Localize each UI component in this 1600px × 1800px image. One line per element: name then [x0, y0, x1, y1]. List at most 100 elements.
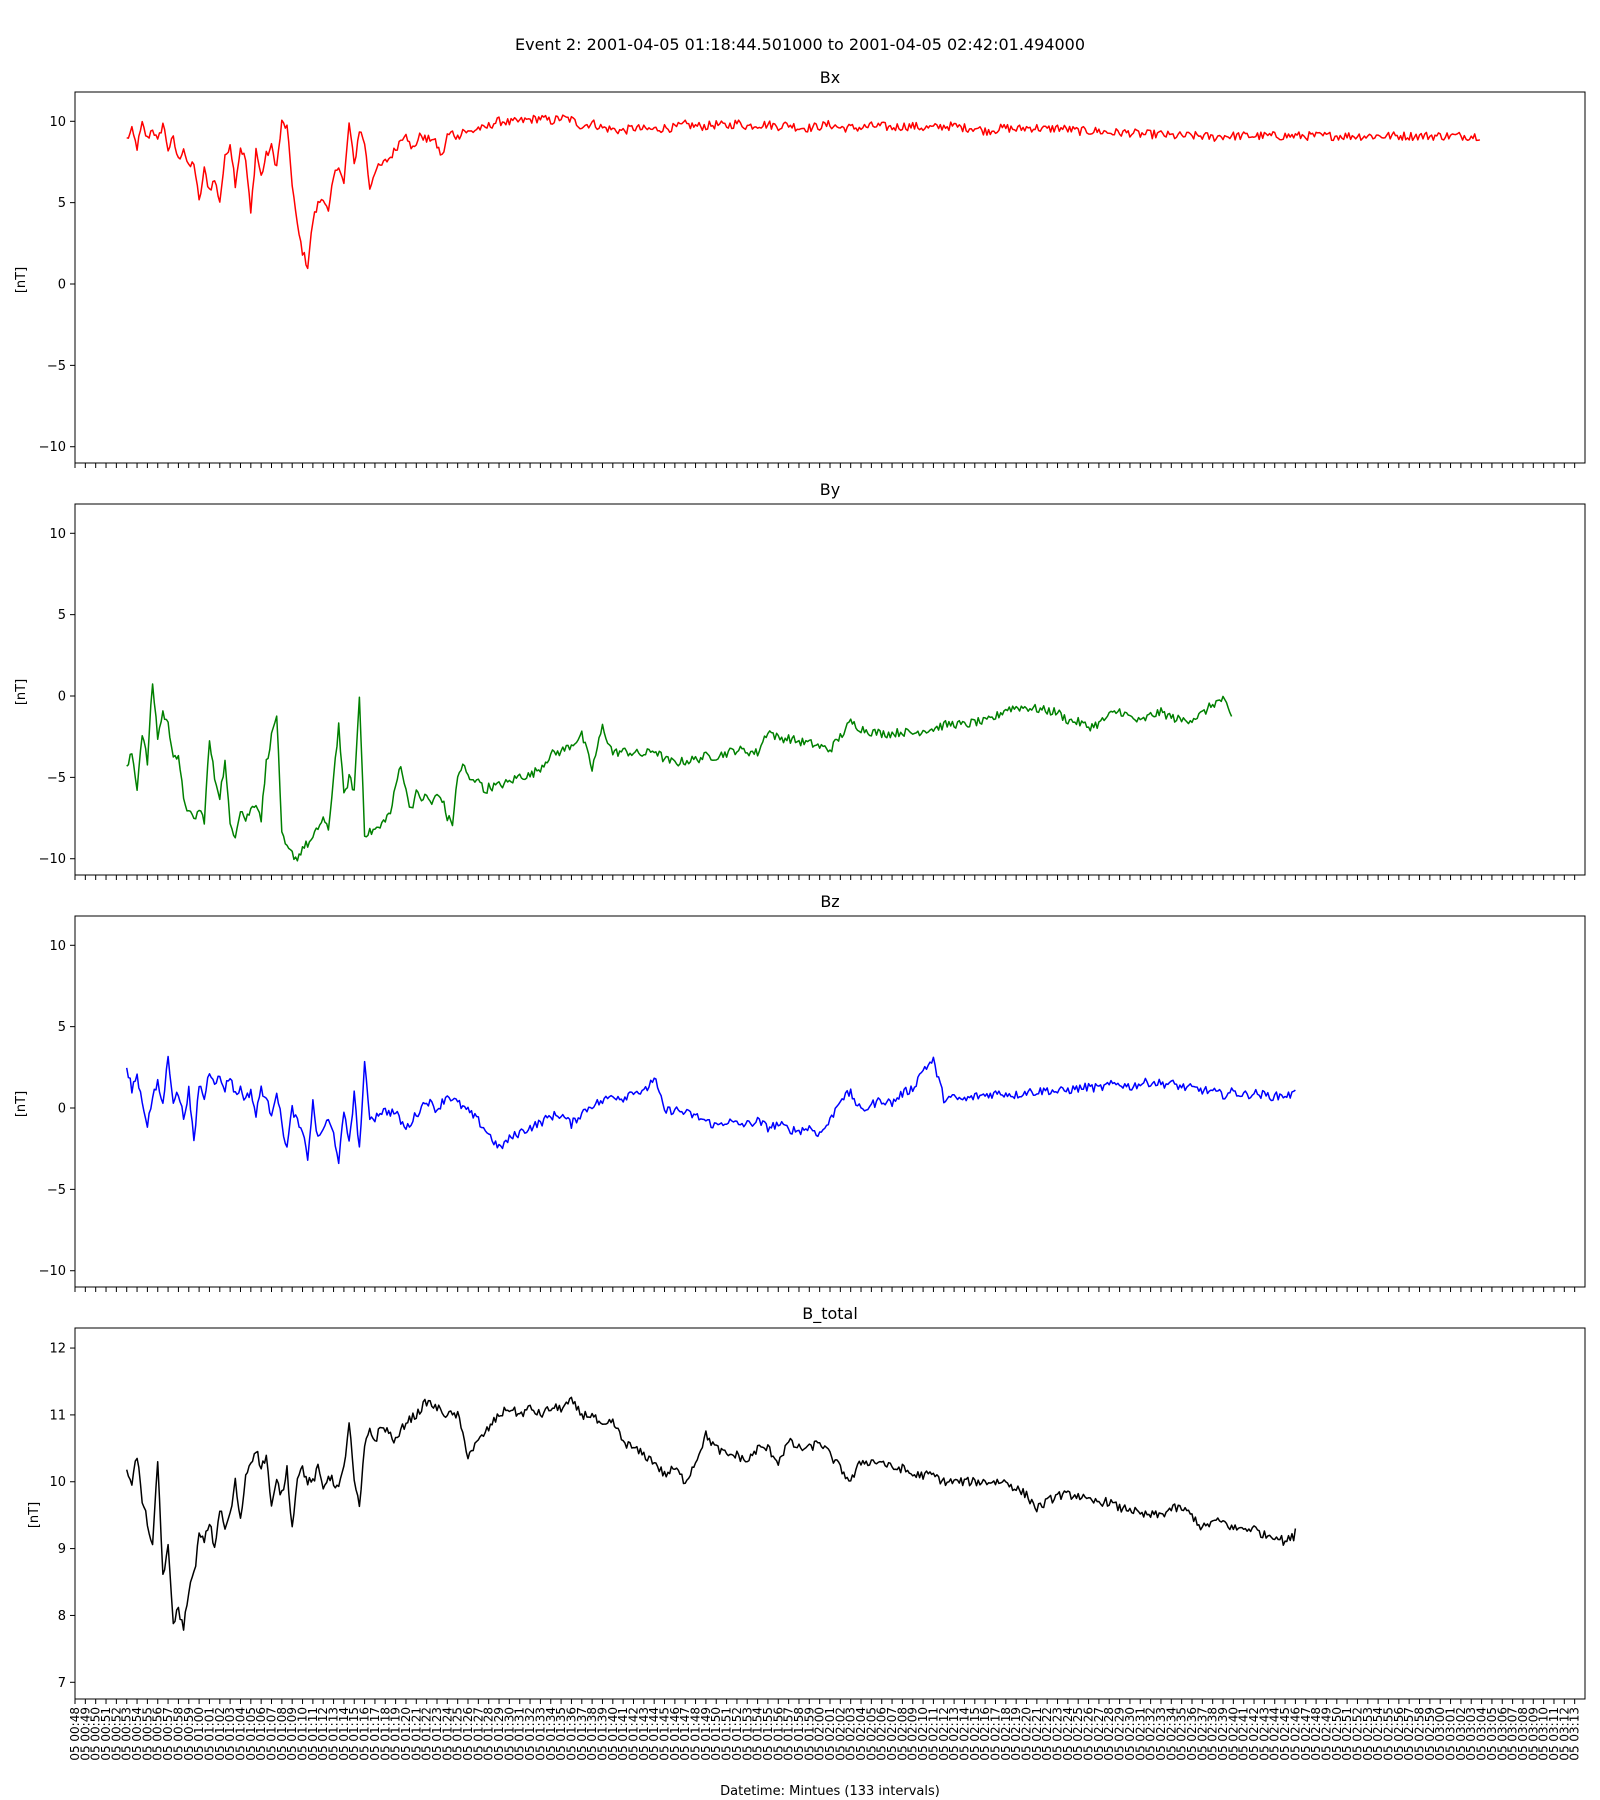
x-tick-label: 05 02:21	[1030, 1707, 1044, 1761]
axes-frame	[74, 1327, 1586, 1700]
x-tick-label: 05 00:49	[78, 1707, 92, 1761]
y-tick-label: 10	[49, 939, 66, 954]
x-tick-label: 05 01:44	[647, 1707, 661, 1761]
x-tick-label: 05 02:27	[1092, 1707, 1106, 1761]
x-tick-label: 05 02:16	[978, 1707, 992, 1761]
panel-bz-title: Bz	[820, 892, 839, 911]
y-tick-label: 9	[58, 1542, 66, 1557]
x-tick-label: 05 02:20	[1020, 1707, 1034, 1761]
x-tick-label: 05 02:26	[1082, 1707, 1096, 1761]
x-tick-label: 05 01:26	[461, 1707, 475, 1761]
panel-bz-plot: −10 −5 0 5 10	[39, 915, 1586, 1292]
y-tick-label: −10	[39, 852, 66, 867]
x-tick-label: 05 01:34	[544, 1707, 558, 1761]
x-tick-label: 05 02:22	[1040, 1707, 1054, 1761]
x-tick-label: 05 01:25	[451, 1707, 465, 1761]
panel-bx-title: Bx	[820, 68, 840, 87]
x-tick-label: 05 01:52	[730, 1707, 744, 1761]
x-tick-label: 05 01:22	[420, 1707, 434, 1761]
x-tick-label: 05 02:29	[1113, 1707, 1127, 1761]
x-tick-label: 05 01:57	[782, 1707, 796, 1761]
x-tick-label: 05 02:37	[1195, 1707, 1209, 1761]
x-tick-label: 05 02:42	[1247, 1707, 1261, 1761]
x-tick-label: 05 00:55	[140, 1707, 154, 1761]
x-tick-label: 05 02:07	[885, 1707, 899, 1761]
series-line-bz	[125, 1055, 1296, 1165]
x-tick-label: 05 02:44	[1268, 1707, 1282, 1761]
x-tick-label: 05 02:28	[1102, 1707, 1116, 1761]
axes-frame	[74, 915, 1586, 1288]
x-tick-label: 05 01:31	[513, 1707, 527, 1761]
x-tick-label: 05 02:58	[1413, 1707, 1427, 1761]
y-tick-label: 12	[49, 1342, 66, 1357]
y-tick-label: 8	[58, 1609, 66, 1624]
x-tick-label: 05 01:24	[440, 1707, 454, 1761]
x-tick-label: 05 02:08	[895, 1707, 909, 1761]
panel-bz-ylabel: [nT]	[14, 1091, 29, 1117]
x-tick-label: 05 01:39	[596, 1707, 610, 1761]
x-tick-label: 05 02:45	[1278, 1707, 1292, 1761]
x-tick-label: 05 03:13	[1568, 1707, 1582, 1761]
x-tick-label: 05 01:03	[223, 1707, 237, 1761]
x-tick-label: 05 02:40	[1226, 1707, 1240, 1761]
x-tick-label: 05 01:12	[316, 1707, 330, 1761]
x-tick-label: 05 02:43	[1257, 1707, 1271, 1761]
x-tick-label: 05 00:58	[171, 1707, 185, 1761]
x-tick-label: 05 01:38	[585, 1707, 599, 1761]
x-tick-label: 05 01:33	[533, 1707, 547, 1761]
x-tick-label: 05 01:47	[678, 1707, 692, 1761]
x-tick-label: 05 02:41	[1237, 1707, 1251, 1761]
x-tick-label: 05 02:18	[999, 1707, 1013, 1761]
x-tick-label: 05 02:10	[916, 1707, 930, 1761]
x-tick-label: 05 01:40	[606, 1707, 620, 1761]
series-line-bx	[126, 114, 1481, 270]
x-tick-label: 05 02:11	[926, 1707, 940, 1761]
x-tick-label: 05 03:12	[1557, 1707, 1571, 1761]
panel-by-plot: −10 −5 0 5 10	[39, 503, 1586, 880]
x-tick-label: 05 02:32	[1144, 1707, 1158, 1761]
x-tick-label: 05 03:02	[1454, 1707, 1468, 1761]
x-tick-label: 05 02:51	[1340, 1707, 1354, 1761]
x-tick-label: 05 03:01	[1444, 1707, 1458, 1761]
x-tick-label: 05 01:30	[502, 1707, 516, 1761]
x-tick-label: 05 02:53	[1361, 1707, 1375, 1761]
x-tick-label: 05 02:46	[1288, 1707, 1302, 1761]
axes-frame	[74, 91, 1586, 464]
panel-btotal: B_total [nT] 7 8 9 10 11 12	[27, 1304, 1586, 1704]
x-tick-label: 05 02:55	[1382, 1707, 1396, 1761]
x-tick-label: 05 02:25	[1071, 1707, 1085, 1761]
x-tick-label: 05 01:15	[347, 1707, 361, 1761]
x-tick-label: 05 01:59	[802, 1707, 816, 1761]
x-tick-label: 05 03:09	[1526, 1707, 1540, 1761]
x-tick-label: 05 02:30	[1123, 1707, 1137, 1761]
panel-by: By [nT] −10 −5 0 5 10	[14, 480, 1586, 880]
x-tick-label: 05 02:01	[823, 1707, 837, 1761]
x-tick-label: 05 02:33	[1154, 1707, 1168, 1761]
x-tick-label: 05 03:07	[1506, 1707, 1520, 1761]
y-tick-label: 10	[49, 527, 66, 542]
x-tick-label: 05 01:05	[244, 1707, 258, 1761]
x-tick-label: 05 01:00	[192, 1707, 206, 1761]
x-tick-label: 05 02:19	[1009, 1707, 1023, 1761]
x-tick-label: 05 02:23	[1051, 1707, 1065, 1761]
x-tick-label: 05 02:00	[813, 1707, 827, 1761]
x-tick-label: 05 01:10	[296, 1707, 310, 1761]
x-tick-label: 05 01:56	[771, 1707, 785, 1761]
x-tick-label: 05 02:05	[864, 1707, 878, 1761]
x-tick-label: 05 01:21	[409, 1707, 423, 1761]
y-tick-label: 0	[58, 278, 66, 293]
x-tick-label: 05 02:39	[1216, 1707, 1230, 1761]
x-tick-label: 05 00:50	[89, 1707, 103, 1761]
x-tick-label: 05 03:00	[1433, 1707, 1447, 1761]
x-tick-label: 05 00:54	[130, 1707, 144, 1761]
x-tick-label: 05 01:04	[234, 1707, 248, 1761]
x-tick-label: 05 03:05	[1485, 1707, 1499, 1761]
x-tick-label: 05 01:49	[699, 1707, 713, 1761]
x-tick-label: 05 02:59	[1423, 1707, 1437, 1761]
x-tick-label: 05 01:02	[213, 1707, 227, 1761]
panel-by-ylabel: [nT]	[14, 679, 29, 705]
x-tick-label: 05 01:29	[492, 1707, 506, 1761]
x-tick-label: 05 01:41	[616, 1707, 630, 1761]
